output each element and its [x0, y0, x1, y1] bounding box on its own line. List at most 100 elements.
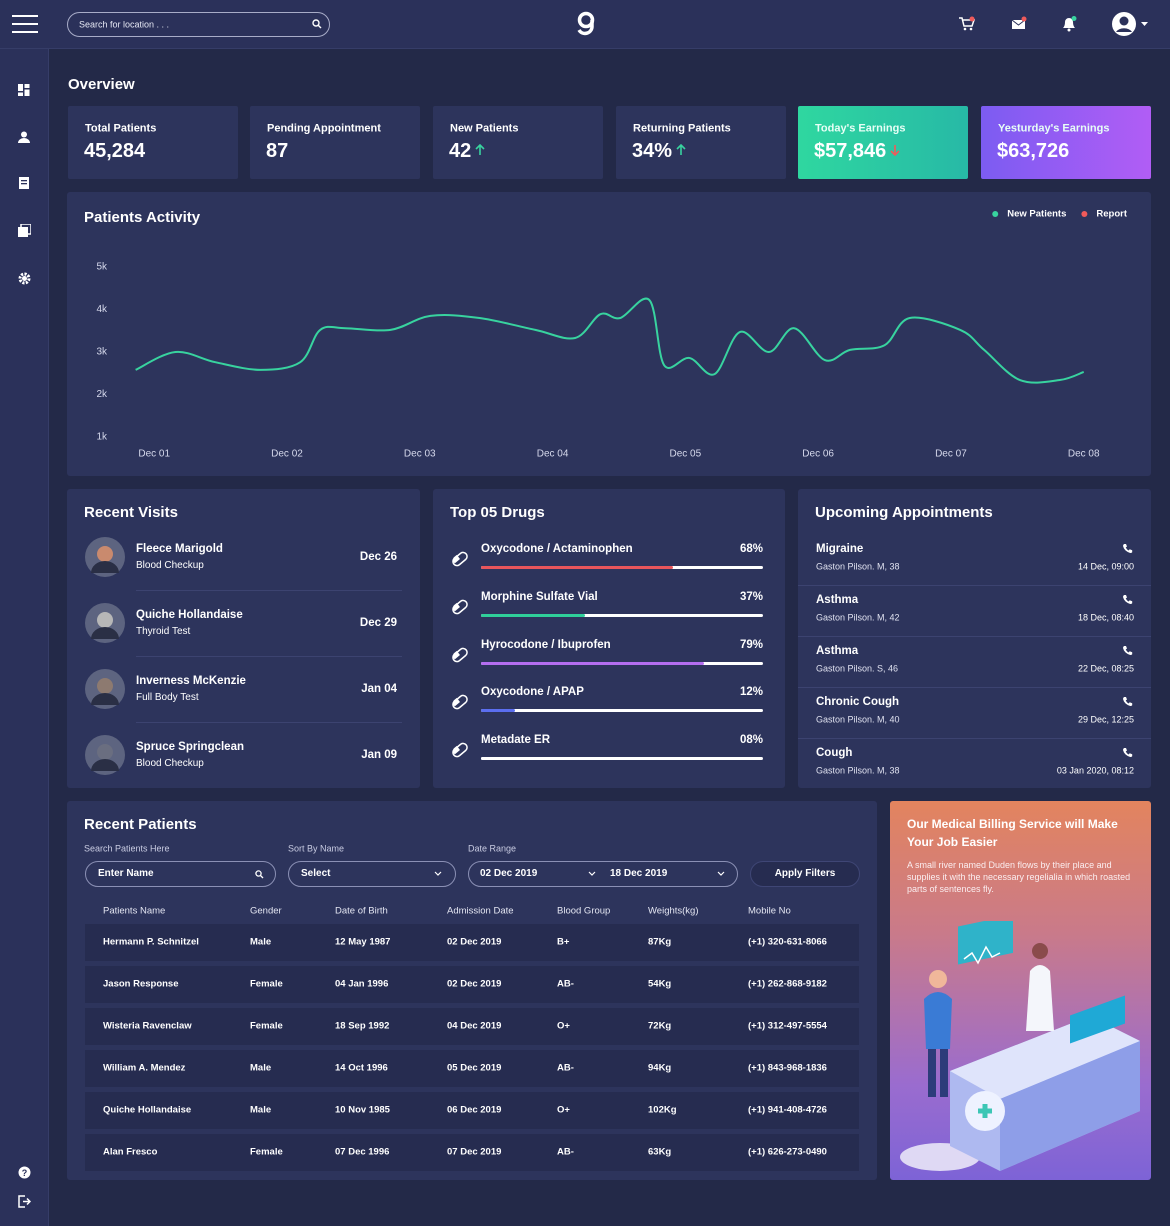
search-input[interactable]: Enter Name [85, 861, 276, 887]
card-value: 42 [449, 140, 472, 162]
search-box[interactable]: Search for location . . . [67, 12, 330, 37]
phone-shape [1123, 646, 1133, 656]
visit-date: Jan 09 [361, 749, 397, 762]
table-cell: 04 Dec 2019 [447, 1020, 502, 1032]
visit-name: Quiche Hollandaise [136, 609, 243, 622]
table-row[interactable] [85, 1050, 859, 1087]
pill-icon [452, 742, 468, 758]
drug-name: Metadate ER [481, 734, 551, 747]
condition: Asthma [816, 645, 859, 658]
patient: Gaston Pilson. S, 46 [816, 663, 899, 674]
y-tick-label: 5k [96, 262, 108, 273]
card-label: Today's Earnings [815, 122, 906, 135]
table-cell: O+ [557, 1020, 570, 1032]
avatar-body [91, 759, 119, 771]
table-cell: 72Kg [648, 1020, 672, 1032]
bar [481, 566, 673, 569]
table-cell: (+1) 941-408-4726 [748, 1104, 827, 1116]
table-cell: 94Kg [648, 1062, 672, 1074]
phone-shape [1123, 595, 1133, 605]
call-button[interactable] [1122, 645, 1133, 656]
pill-half [452, 554, 460, 564]
table-cell: 06 Dec 2019 [447, 1104, 502, 1116]
chart-title: Patients Activity [84, 209, 201, 226]
table-cell: Hermann P. Schnitzel [103, 936, 199, 948]
nav-help[interactable]: ? [18, 1166, 31, 1179]
apply-button[interactable]: Apply Filters [750, 861, 860, 887]
table-row[interactable] [85, 1008, 859, 1045]
x-tick-label: Dec 03 [404, 449, 436, 460]
top-bar: Search for location . . . [0, 0, 1170, 49]
date-range[interactable]: 02 Dec 2019 18 Dec 2019 [468, 861, 738, 887]
table-cell: 54Kg [648, 978, 672, 990]
table-row[interactable] [85, 1134, 859, 1171]
legend-label: Report [1096, 209, 1127, 220]
divider [798, 687, 1151, 688]
y-tick-label: 4k [96, 304, 108, 315]
call-button[interactable] [1122, 543, 1133, 554]
x-tick-label: Dec 05 [670, 449, 702, 460]
divider [798, 585, 1151, 586]
card-label: New Patients [450, 122, 519, 135]
promo-card: Our Medical Billing Service will Make Yo… [890, 801, 1151, 1180]
call-button[interactable] [1122, 696, 1133, 707]
cart-icon[interactable] [958, 16, 976, 32]
column-header: Weights(kg) [648, 905, 699, 917]
visit-date: Jan 04 [361, 683, 397, 696]
column-header: Gender [250, 905, 282, 917]
chevron [588, 871, 596, 876]
drug-name: Hyrocodone / Ibuprofen [481, 638, 611, 651]
mail-icon[interactable] [1010, 16, 1028, 32]
nav-reports[interactable] [18, 177, 30, 189]
nav-records[interactable] [18, 224, 31, 237]
pill-half [452, 746, 460, 755]
visit-date: Dec 29 [359, 617, 397, 630]
nav-logout[interactable] [18, 1195, 31, 1208]
stat-card: Returning Patients 34% [616, 106, 786, 179]
time: 18 Dec, 08:40 [1077, 612, 1134, 623]
divider [136, 722, 402, 723]
table-cell: William A. Mendez [103, 1062, 186, 1074]
table-row[interactable] [85, 966, 859, 1003]
filter-label: Sort By Name [288, 843, 345, 854]
filter-label: Date Range [468, 843, 517, 854]
call-button[interactable] [1122, 747, 1133, 758]
table-cell: 02 Dec 2019 [447, 936, 502, 948]
x-tick-label: Dec 02 [271, 449, 303, 460]
table-cell: AB- [557, 978, 574, 990]
time: 22 Dec, 08:25 [1077, 663, 1134, 674]
condition: Chronic Cough [816, 696, 900, 709]
nav-settings[interactable] [18, 272, 31, 285]
table-cell: O+ [557, 1104, 570, 1116]
avatar-face [97, 744, 113, 760]
button-label: Apply Filters [774, 868, 836, 879]
card-label: Total Patients [85, 122, 157, 135]
bar-track [481, 661, 763, 665]
user-menu[interactable] [1110, 10, 1154, 38]
menu-button[interactable] [12, 14, 38, 34]
phone-shape [1123, 697, 1133, 707]
avatar-body [91, 561, 119, 573]
avatar-body [91, 627, 119, 639]
table-cell: Jason Response [103, 978, 179, 990]
table-cell: 07 Dec 2019 [447, 1146, 502, 1158]
filter-label: Search Patients Here [84, 843, 170, 854]
table-cell: Male [250, 1104, 272, 1116]
nav-patients[interactable] [18, 131, 30, 143]
bar-track [481, 613, 763, 617]
stat-card: Total Patients 45,284 [68, 106, 238, 179]
call-button[interactable] [1122, 594, 1133, 605]
sort-select[interactable]: Select [288, 861, 456, 887]
card-label: Pending Appointment [267, 122, 381, 135]
nav-dashboard[interactable] [18, 84, 30, 96]
card-value: 87 [266, 140, 289, 162]
bar [481, 613, 586, 617]
sidebar: ? [0, 49, 49, 1226]
table-row[interactable] [85, 924, 859, 961]
table-row[interactable] [85, 1092, 859, 1129]
bell-icon[interactable] [1060, 15, 1078, 33]
panel-title: Upcoming Appointments [815, 504, 993, 521]
pill-half [452, 650, 460, 659]
chevron [434, 871, 442, 876]
visit-name: Fleece Marigold [136, 543, 223, 556]
